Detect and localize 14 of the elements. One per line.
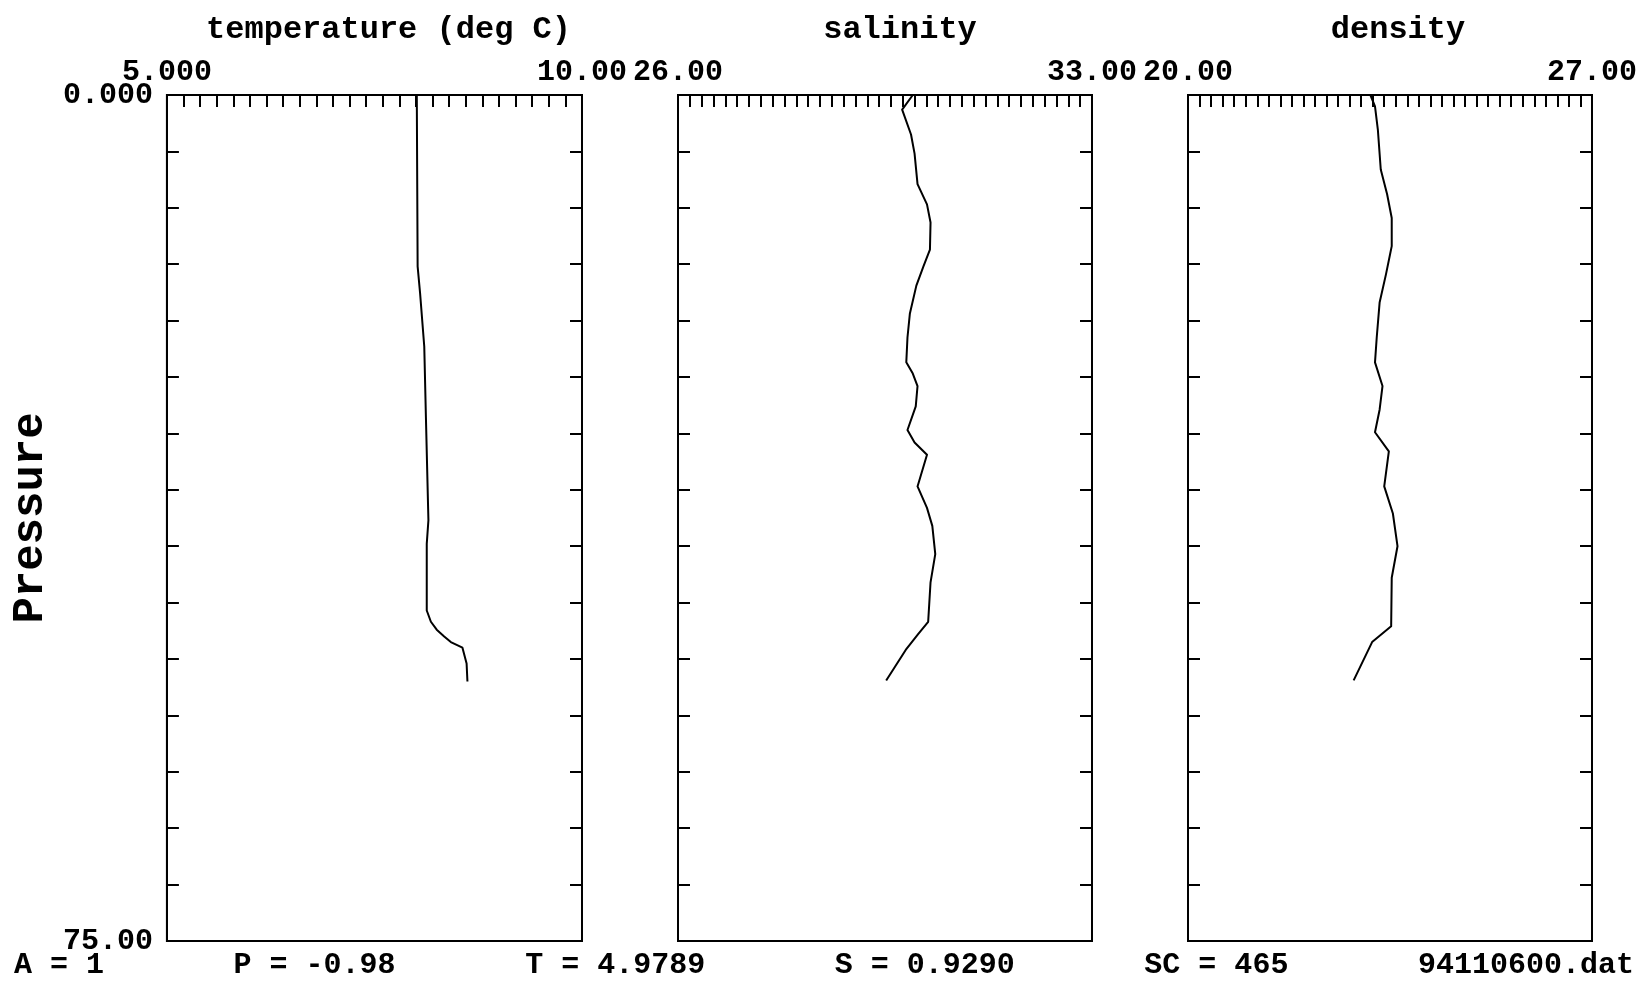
y-axis-title: Pressure <box>5 412 55 624</box>
x-tick-label: 33.00 <box>1046 55 1137 89</box>
text: S = 0.9290 <box>834 948 1015 982</box>
text: P = -0.98 <box>233 948 396 982</box>
x-tick-label: 20.00 <box>1143 55 1234 89</box>
x-tick-label: 26.00 <box>633 55 724 89</box>
x-tick-label: 10.00 <box>536 55 627 89</box>
text: 94110600.dat <box>1417 948 1634 982</box>
chart-title: temperature (deg C) <box>206 10 571 48</box>
chart-title: density <box>1330 10 1466 48</box>
text: T = 4.9789 <box>525 948 706 982</box>
x-tick-label: 27.00 <box>1546 55 1637 89</box>
chart-title: salinity <box>823 10 977 48</box>
text: SC = 465 <box>1144 948 1289 982</box>
